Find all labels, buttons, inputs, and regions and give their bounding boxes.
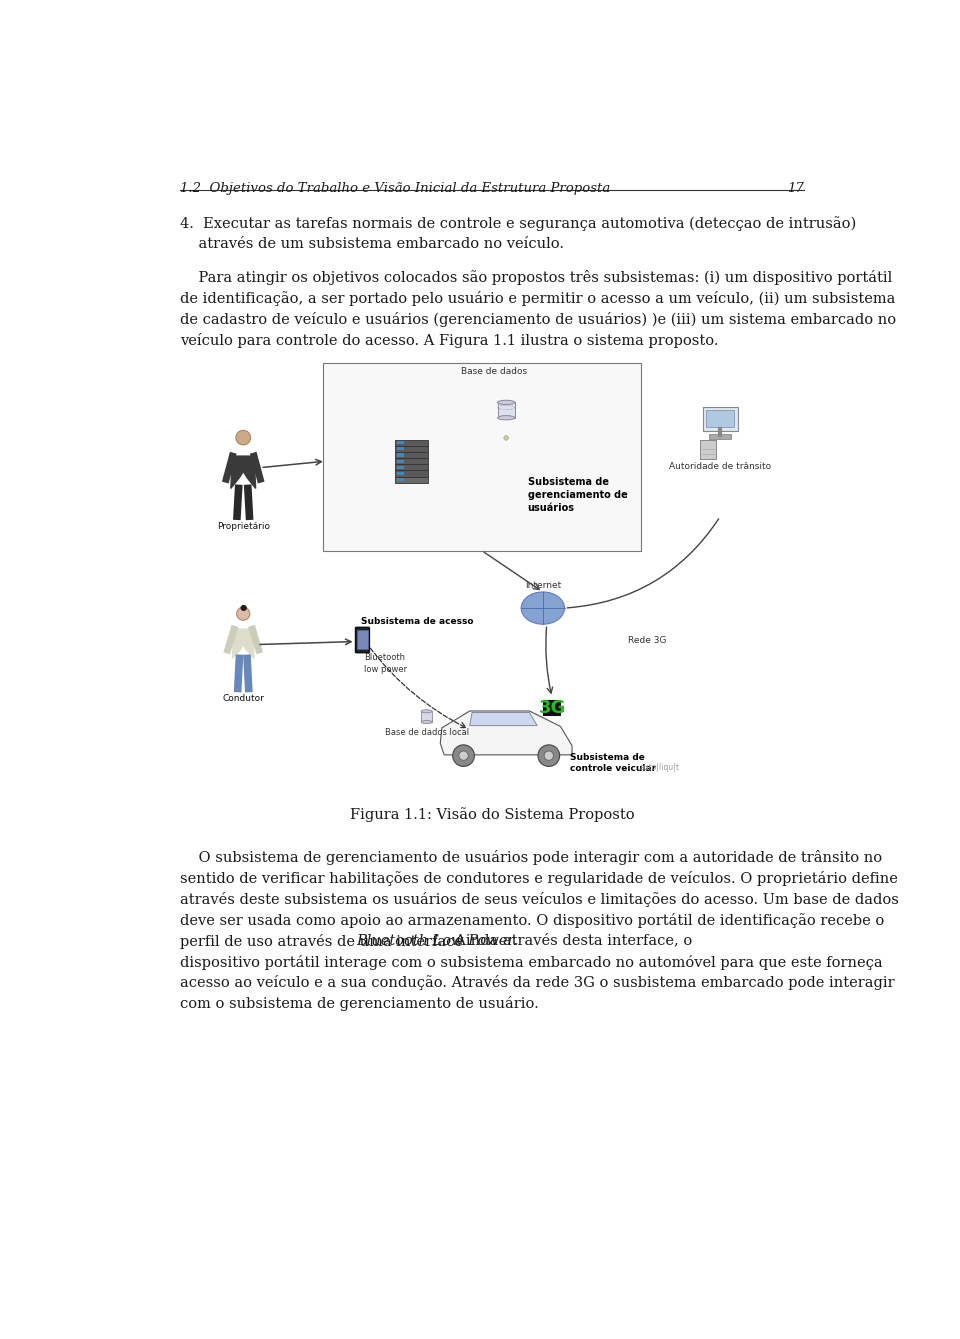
Circle shape <box>237 607 250 620</box>
Text: Para atingir os objetivos colocados são propostos três subsistemas: (i) um dispo: Para atingir os objetivos colocados são … <box>180 270 893 285</box>
FancyBboxPatch shape <box>396 439 427 446</box>
Circle shape <box>504 435 509 441</box>
Text: acesso ao veículo e a sua condução. Através da rede 3G o susbistema embarcado po: acesso ao veículo e a sua condução. Atra… <box>180 976 895 991</box>
Polygon shape <box>469 712 538 726</box>
FancyBboxPatch shape <box>497 403 515 418</box>
Text: Ainda através desta interface, o: Ainda através desta interface, o <box>445 933 692 948</box>
Text: veículo para controle do acesso. A Figura 1.1 ilustra o sistema proposto.: veículo para controle do acesso. A Figur… <box>180 333 719 348</box>
FancyBboxPatch shape <box>396 477 427 483</box>
Ellipse shape <box>521 592 564 624</box>
Text: deve ser usada como apoio ao armazenamento. O dispositivo portátil de identifica: deve ser usada como apoio ao armazenamen… <box>180 913 885 928</box>
Circle shape <box>459 751 468 761</box>
Circle shape <box>538 744 560 766</box>
Text: Subsistema de
gerenciamento de
usuários: Subsistema de gerenciamento de usuários <box>528 477 627 513</box>
Ellipse shape <box>421 720 432 723</box>
Text: Condutor: Condutor <box>223 694 264 703</box>
FancyBboxPatch shape <box>396 466 404 469</box>
Text: ●: ● <box>240 603 247 612</box>
FancyBboxPatch shape <box>396 454 404 457</box>
Text: auto|liqu|t: auto|liqu|t <box>639 763 679 773</box>
Text: 4.  Executar as tarefas normais de controle e segurança automotiva (detecçao de : 4. Executar as tarefas normais de contro… <box>180 216 856 232</box>
Text: dispositivo portátil interage com o subsistema embarcado no automóvel para que e: dispositivo portátil interage com o subs… <box>180 955 883 969</box>
Text: Subsistema de acesso: Subsistema de acesso <box>361 617 473 625</box>
Text: 17: 17 <box>787 182 804 195</box>
Text: 1.2  Objetivos do Trabalho e Visão Inicial da Estrutura Proposta: 1.2 Objetivos do Trabalho e Visão Inicia… <box>180 182 611 195</box>
FancyBboxPatch shape <box>396 465 427 470</box>
Polygon shape <box>441 711 572 755</box>
FancyBboxPatch shape <box>421 711 432 722</box>
FancyBboxPatch shape <box>396 470 427 477</box>
Text: Bluetooth Low Power.: Bluetooth Low Power. <box>356 933 517 948</box>
Text: Base de dados: Base de dados <box>461 367 527 376</box>
Text: Rede 3G: Rede 3G <box>629 636 667 644</box>
Text: Base de dados local: Base de dados local <box>385 728 468 738</box>
Text: Autoridade de trânsito: Autoridade de trânsito <box>669 462 771 471</box>
Ellipse shape <box>421 710 432 712</box>
FancyBboxPatch shape <box>355 627 370 652</box>
Circle shape <box>544 751 554 761</box>
Text: de identificação, a ser portado pelo usuário e permitir o acesso a um veículo, (: de identificação, a ser portado pelo usu… <box>180 291 896 307</box>
Text: Figura 1.1: Visão do Sistema Proposto: Figura 1.1: Visão do Sistema Proposto <box>349 807 635 822</box>
FancyBboxPatch shape <box>703 407 737 431</box>
FancyBboxPatch shape <box>396 478 404 481</box>
Circle shape <box>236 430 251 445</box>
Text: Internet: Internet <box>525 581 561 589</box>
Text: de cadastro de veículo e usuários (gerenciamento de usuários) )e (iii) um sistem: de cadastro de veículo e usuários (geren… <box>180 312 897 327</box>
Text: com o subsistema de gerenciamento de usuário.: com o subsistema de gerenciamento de usu… <box>180 996 540 1011</box>
Ellipse shape <box>497 415 515 420</box>
Polygon shape <box>230 457 255 489</box>
Ellipse shape <box>497 400 515 404</box>
FancyBboxPatch shape <box>396 453 427 458</box>
FancyBboxPatch shape <box>700 441 715 459</box>
Text: perfil de uso através de uma interface: perfil de uso através de uma interface <box>180 933 468 948</box>
Text: através de um subsistema embarcado no veículo.: através de um subsistema embarcado no ve… <box>180 237 564 252</box>
FancyBboxPatch shape <box>396 447 404 450</box>
FancyBboxPatch shape <box>323 363 640 550</box>
Text: Proprietário: Proprietário <box>217 522 270 530</box>
FancyBboxPatch shape <box>396 446 427 453</box>
Text: O subsistema de gerenciamento de usuários pode interagir com a autoridade de trâ: O subsistema de gerenciamento de usuário… <box>180 850 882 865</box>
FancyBboxPatch shape <box>396 471 404 475</box>
FancyBboxPatch shape <box>396 441 404 445</box>
FancyBboxPatch shape <box>357 631 368 649</box>
Text: Subsistema de
controle veicular: Subsistema de controle veicular <box>570 753 657 773</box>
FancyBboxPatch shape <box>709 434 731 439</box>
Text: sentido de verificar habilitações de condutores e regularidade de veículos. O pr: sentido de verificar habilitações de con… <box>180 870 899 886</box>
FancyBboxPatch shape <box>544 702 560 715</box>
Text: através deste subsistema os usuários de seus veículos e limitações do acesso. Um: através deste subsistema os usuários de … <box>180 892 900 907</box>
FancyBboxPatch shape <box>707 410 734 427</box>
FancyBboxPatch shape <box>396 458 427 465</box>
Text: 3G: 3G <box>539 699 565 718</box>
Polygon shape <box>232 629 254 659</box>
FancyBboxPatch shape <box>396 459 404 463</box>
Text: Bluetooth
low power: Bluetooth low power <box>364 653 407 674</box>
Circle shape <box>453 744 474 766</box>
